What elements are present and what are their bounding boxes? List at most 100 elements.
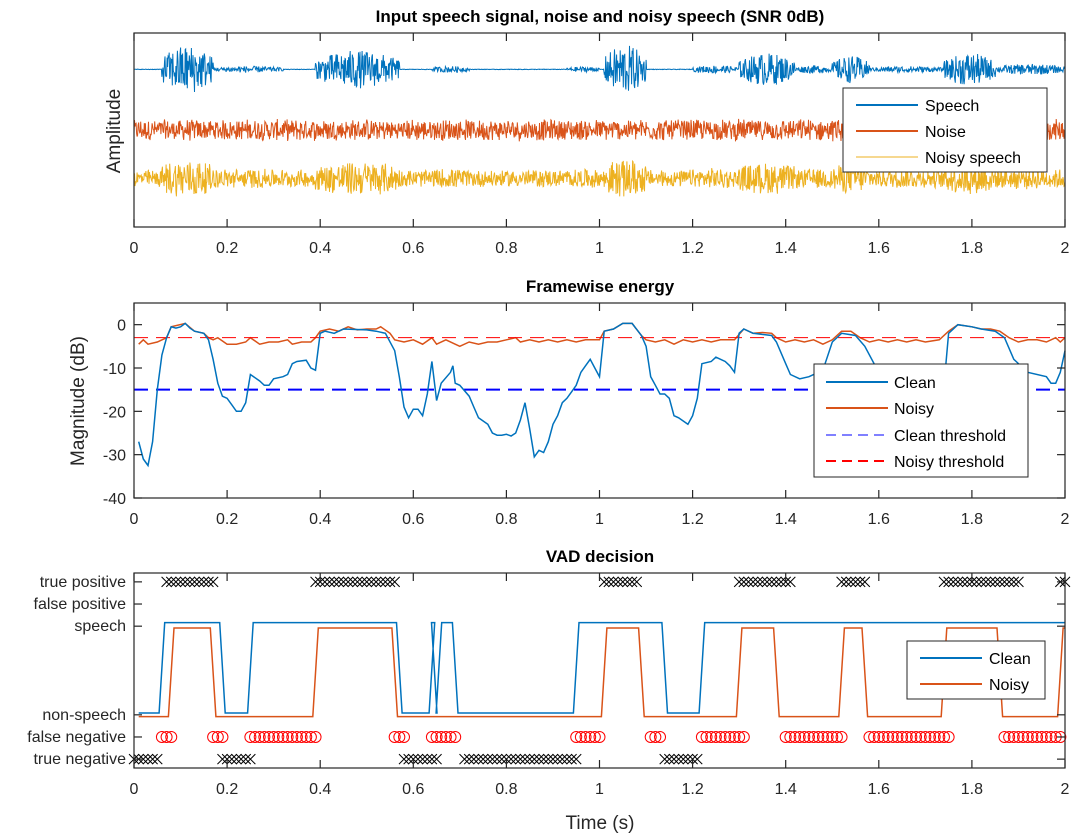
false-negative-marker [286, 730, 299, 743]
true-positive-marker [608, 576, 619, 588]
xtick-label: 1 [595, 781, 604, 798]
true-negative-marker [663, 753, 675, 765]
false-negative-marker [393, 730, 406, 743]
energy-legend: Clean Noisy Clean threshold Noisy thresh… [813, 363, 1029, 478]
legend-label-speech: Speech [925, 98, 979, 115]
true-positive-marker [845, 576, 857, 588]
false-negative-marker [719, 730, 732, 743]
true-negative-marker [477, 753, 489, 765]
false-negative-marker [728, 730, 741, 743]
xtick-label: 1.4 [775, 240, 797, 257]
ytick-label: 0 [117, 318, 126, 335]
true-negative-marker [501, 753, 512, 765]
false-negative-marker [924, 730, 937, 743]
series-noisy-energy [138, 322, 1066, 348]
xtick-label: 0.2 [216, 781, 238, 798]
false-negative-marker [281, 730, 294, 743]
true-negative-marker [687, 753, 698, 765]
xtick-label: 1.8 [961, 240, 983, 257]
true-positive-marker [324, 576, 335, 588]
false-negative-marker [1040, 730, 1053, 743]
true-negative-marker [515, 753, 526, 765]
true-positive-marker [859, 576, 871, 588]
true-positive-marker [356, 576, 368, 588]
false-negative-marker [919, 730, 932, 743]
true-positive-marker [347, 576, 359, 588]
true-positive-marker [947, 576, 959, 588]
true-negative-marker [691, 753, 703, 765]
ytick-label: -40 [103, 491, 126, 508]
true-positive-marker [938, 576, 950, 588]
true-positive-marker [943, 576, 954, 588]
vad-xticks: 0 0.2 0.4 0.6 0.8 1 1.2 1.4 1.6 1.8 2 [130, 573, 1070, 798]
true-negative-marker [151, 753, 163, 765]
false-negative-marker [160, 730, 173, 743]
false-negative-marker [295, 730, 308, 743]
xtick-label: 1 [595, 240, 604, 257]
true-positive-marker [161, 576, 172, 588]
false-negative-marker [714, 730, 727, 743]
true-negative-marker [245, 753, 256, 765]
true-positive-marker [389, 576, 401, 588]
true-negative-marker [240, 753, 252, 765]
false-negative-marker [574, 730, 587, 743]
true-positive-marker [961, 576, 973, 588]
true-positive-marker [622, 576, 633, 588]
true-positive-marker [603, 576, 615, 588]
true-negative-marker [403, 753, 414, 765]
false-negative-marker [593, 730, 606, 743]
true-negative-marker [561, 753, 573, 765]
true-positive-marker [780, 576, 792, 588]
ytick-label: true positive [40, 574, 126, 591]
true-positive-marker [994, 576, 1006, 588]
xtick-label: 1.4 [775, 511, 797, 528]
true-positive-marker [361, 576, 373, 588]
false-negative-marker [910, 730, 923, 743]
energy-xticks: 0 0.2 0.4 0.6 0.8 1 1.2 1.4 1.6 1.8 2 [130, 303, 1070, 528]
true-positive-marker [310, 576, 321, 588]
true-negative-marker [482, 753, 494, 765]
true-negative-marker [673, 753, 684, 765]
xtick-label: 1.6 [868, 240, 890, 257]
vad-legend: Clean Noisy [906, 640, 1046, 700]
false-negative-marker [262, 730, 275, 743]
true-positive-marker [165, 576, 177, 588]
true-negative-marker [524, 753, 536, 765]
true-negative-marker [398, 753, 410, 765]
true-positive-marker [366, 576, 377, 588]
true-positive-marker [840, 576, 852, 588]
true-negative-marker [407, 753, 419, 765]
xtick-label: 0.6 [402, 240, 424, 257]
true-positive-marker [198, 576, 210, 588]
false-negative-marker [216, 730, 229, 743]
ytick-label: -20 [103, 404, 126, 421]
false-negative-marker [695, 730, 708, 743]
false-negative-marker [1031, 730, 1044, 743]
vad-title: VAD decision [546, 547, 654, 566]
true-positive-marker [617, 576, 629, 588]
false-negative-marker [397, 730, 410, 743]
true-positive-marker [319, 576, 331, 588]
true-positive-marker [850, 576, 861, 588]
false-negative-marker [249, 730, 262, 743]
true-negative-marker [231, 753, 242, 765]
true-positive-marker [626, 576, 638, 588]
false-negative-marker [877, 730, 890, 743]
false-negative-marker [705, 730, 718, 743]
false-negative-marker [290, 730, 303, 743]
xtick-label: 0.4 [309, 781, 331, 798]
legend-label-vad-noisy: Noisy [989, 677, 1029, 694]
true-positive-marker [189, 576, 200, 588]
false-negative-marker [1045, 730, 1058, 743]
true-positive-marker [631, 576, 643, 588]
true-positive-marker [333, 576, 345, 588]
legend-label-vad-clean: Clean [989, 651, 1031, 668]
energy-ylabel: Magnitude (dB) [68, 336, 89, 466]
xtick-label: 1.2 [681, 240, 703, 257]
signals-ylabel: Amplitude [104, 89, 125, 174]
vad-plot-area [128, 576, 1071, 765]
true-positive-marker [375, 576, 387, 588]
false-negative-marker [830, 730, 843, 743]
xtick-label: 2 [1061, 781, 1070, 798]
